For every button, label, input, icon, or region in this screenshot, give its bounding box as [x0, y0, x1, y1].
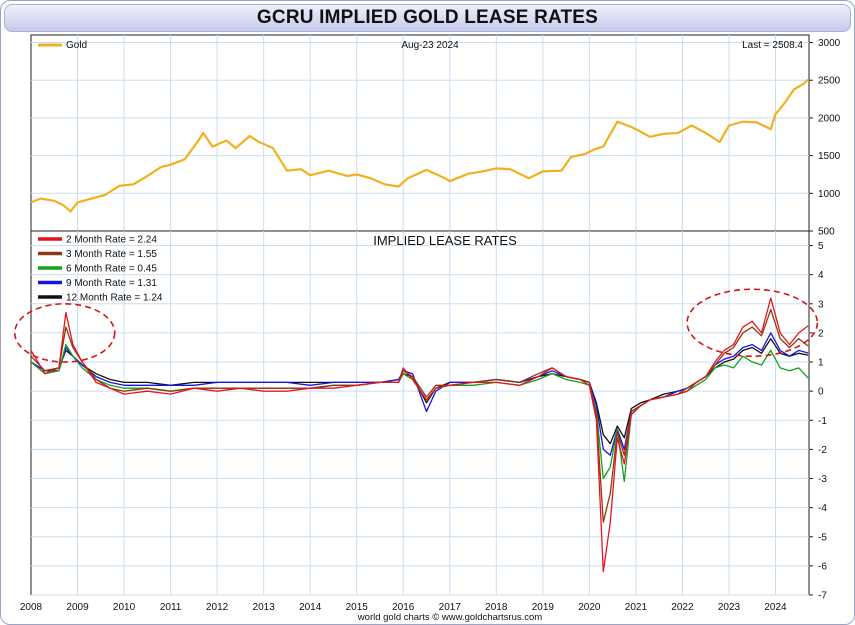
lease-y-tick-label: -3 [818, 474, 827, 485]
x-axis: 2008 2009 2010 2011 2012 2013 2014 2015 2016 2017… [20, 602, 787, 613]
x-tick-label: 2016 [392, 602, 415, 613]
lease-y-tick-label: -1 [818, 416, 827, 427]
lease-series [30, 297, 809, 573]
series-line-3-month-rate [30, 308, 809, 523]
x-tick-label: 2024 [764, 602, 787, 613]
price-y-tick-label: 2500 [818, 76, 841, 87]
x-tick-label: 2023 [718, 602, 741, 613]
lease-y-tick-label: 3 [818, 299, 824, 310]
lease-y-tick-label: -4 [818, 503, 827, 514]
x-tick-label: 2019 [532, 602, 555, 613]
lease-y-tick-label: -5 [818, 532, 827, 543]
lease-y-tick-label: 2 [818, 328, 824, 339]
lease-y-tick-label: 0 [818, 387, 824, 398]
x-tick-label: 2021 [625, 602, 648, 613]
x-tick-label: 2018 [485, 602, 508, 613]
last-price-label: Last = 2508.4 [742, 40, 803, 51]
x-tick-label: 2009 [66, 602, 89, 613]
legend-label: 9 Month Rate = 1.31 [66, 278, 157, 289]
legend-label: 3 Month Rate = 1.55 [66, 249, 157, 260]
price-grid [31, 35, 809, 231]
price-y-tick-label: 1500 [818, 151, 841, 162]
legend-label: 2 Month Rate = 2.24 [66, 235, 157, 246]
page-title: GCRU IMPLIED GOLD LEASE RATES [4, 4, 851, 32]
price-y-axis: 500 1000 1500 2000 2500 3000 [809, 38, 841, 238]
lease-chart-title: IMPLIED LEASE RATES [373, 233, 517, 248]
lease-y-tick-label: 5 [818, 241, 824, 252]
highlight-ellipse [13, 303, 116, 363]
lease-y-tick-label: 1 [818, 358, 824, 369]
legend-label: 12 Month Rate = 1.24 [66, 293, 163, 304]
lease-legend: 2 Month Rate = 2.24 3 Month Rate = 1.55 6 … [38, 235, 163, 304]
x-tick-label: 2017 [439, 602, 462, 613]
legend-label: 6 Month Rate = 0.45 [66, 264, 157, 275]
legend-label-gold: Gold [66, 40, 87, 51]
source-credit: world gold charts © www.goldchartsrus.co… [357, 612, 542, 623]
x-tick-label: 2010 [113, 602, 136, 613]
x-tick-label: 2014 [299, 602, 322, 613]
series-line-gold [30, 78, 809, 213]
lease-y-tick-label: -7 [818, 591, 827, 602]
x-tick-label: 2015 [346, 602, 369, 613]
lease-grid [31, 231, 809, 596]
price-y-tick-label: 3000 [818, 38, 841, 49]
x-tick-label: 2020 [578, 602, 601, 613]
lease-y-tick-label: -2 [818, 445, 827, 456]
x-tick-label: 2012 [206, 602, 229, 613]
price-y-tick-label: 500 [818, 227, 835, 238]
price-series [30, 78, 809, 213]
header-date: Aug-23 2024 [401, 40, 459, 51]
x-tick-label: 2011 [160, 602, 182, 613]
lease-y-tick-label: 4 [818, 270, 824, 281]
price-y-tick-label: 2000 [818, 113, 841, 124]
price-panel [30, 34, 810, 232]
series-line-2-month-rate [30, 297, 809, 573]
x-tick-label: 2008 [20, 602, 43, 613]
lease-y-tick-label: -6 [818, 561, 827, 572]
annotations [13, 288, 819, 363]
series-line-9-month-rate [30, 332, 809, 456]
lease-y-axis: -7 -6 -5 -4 -3 -2 -1 0 1 2 3 4 5 [809, 241, 827, 602]
lease-rate-panel [30, 230, 810, 596]
x-tick-label: 2022 [671, 602, 694, 613]
price-y-tick-label: 1000 [818, 189, 841, 200]
x-tick-label: 2013 [253, 602, 276, 613]
highlight-ellipse [686, 288, 819, 358]
